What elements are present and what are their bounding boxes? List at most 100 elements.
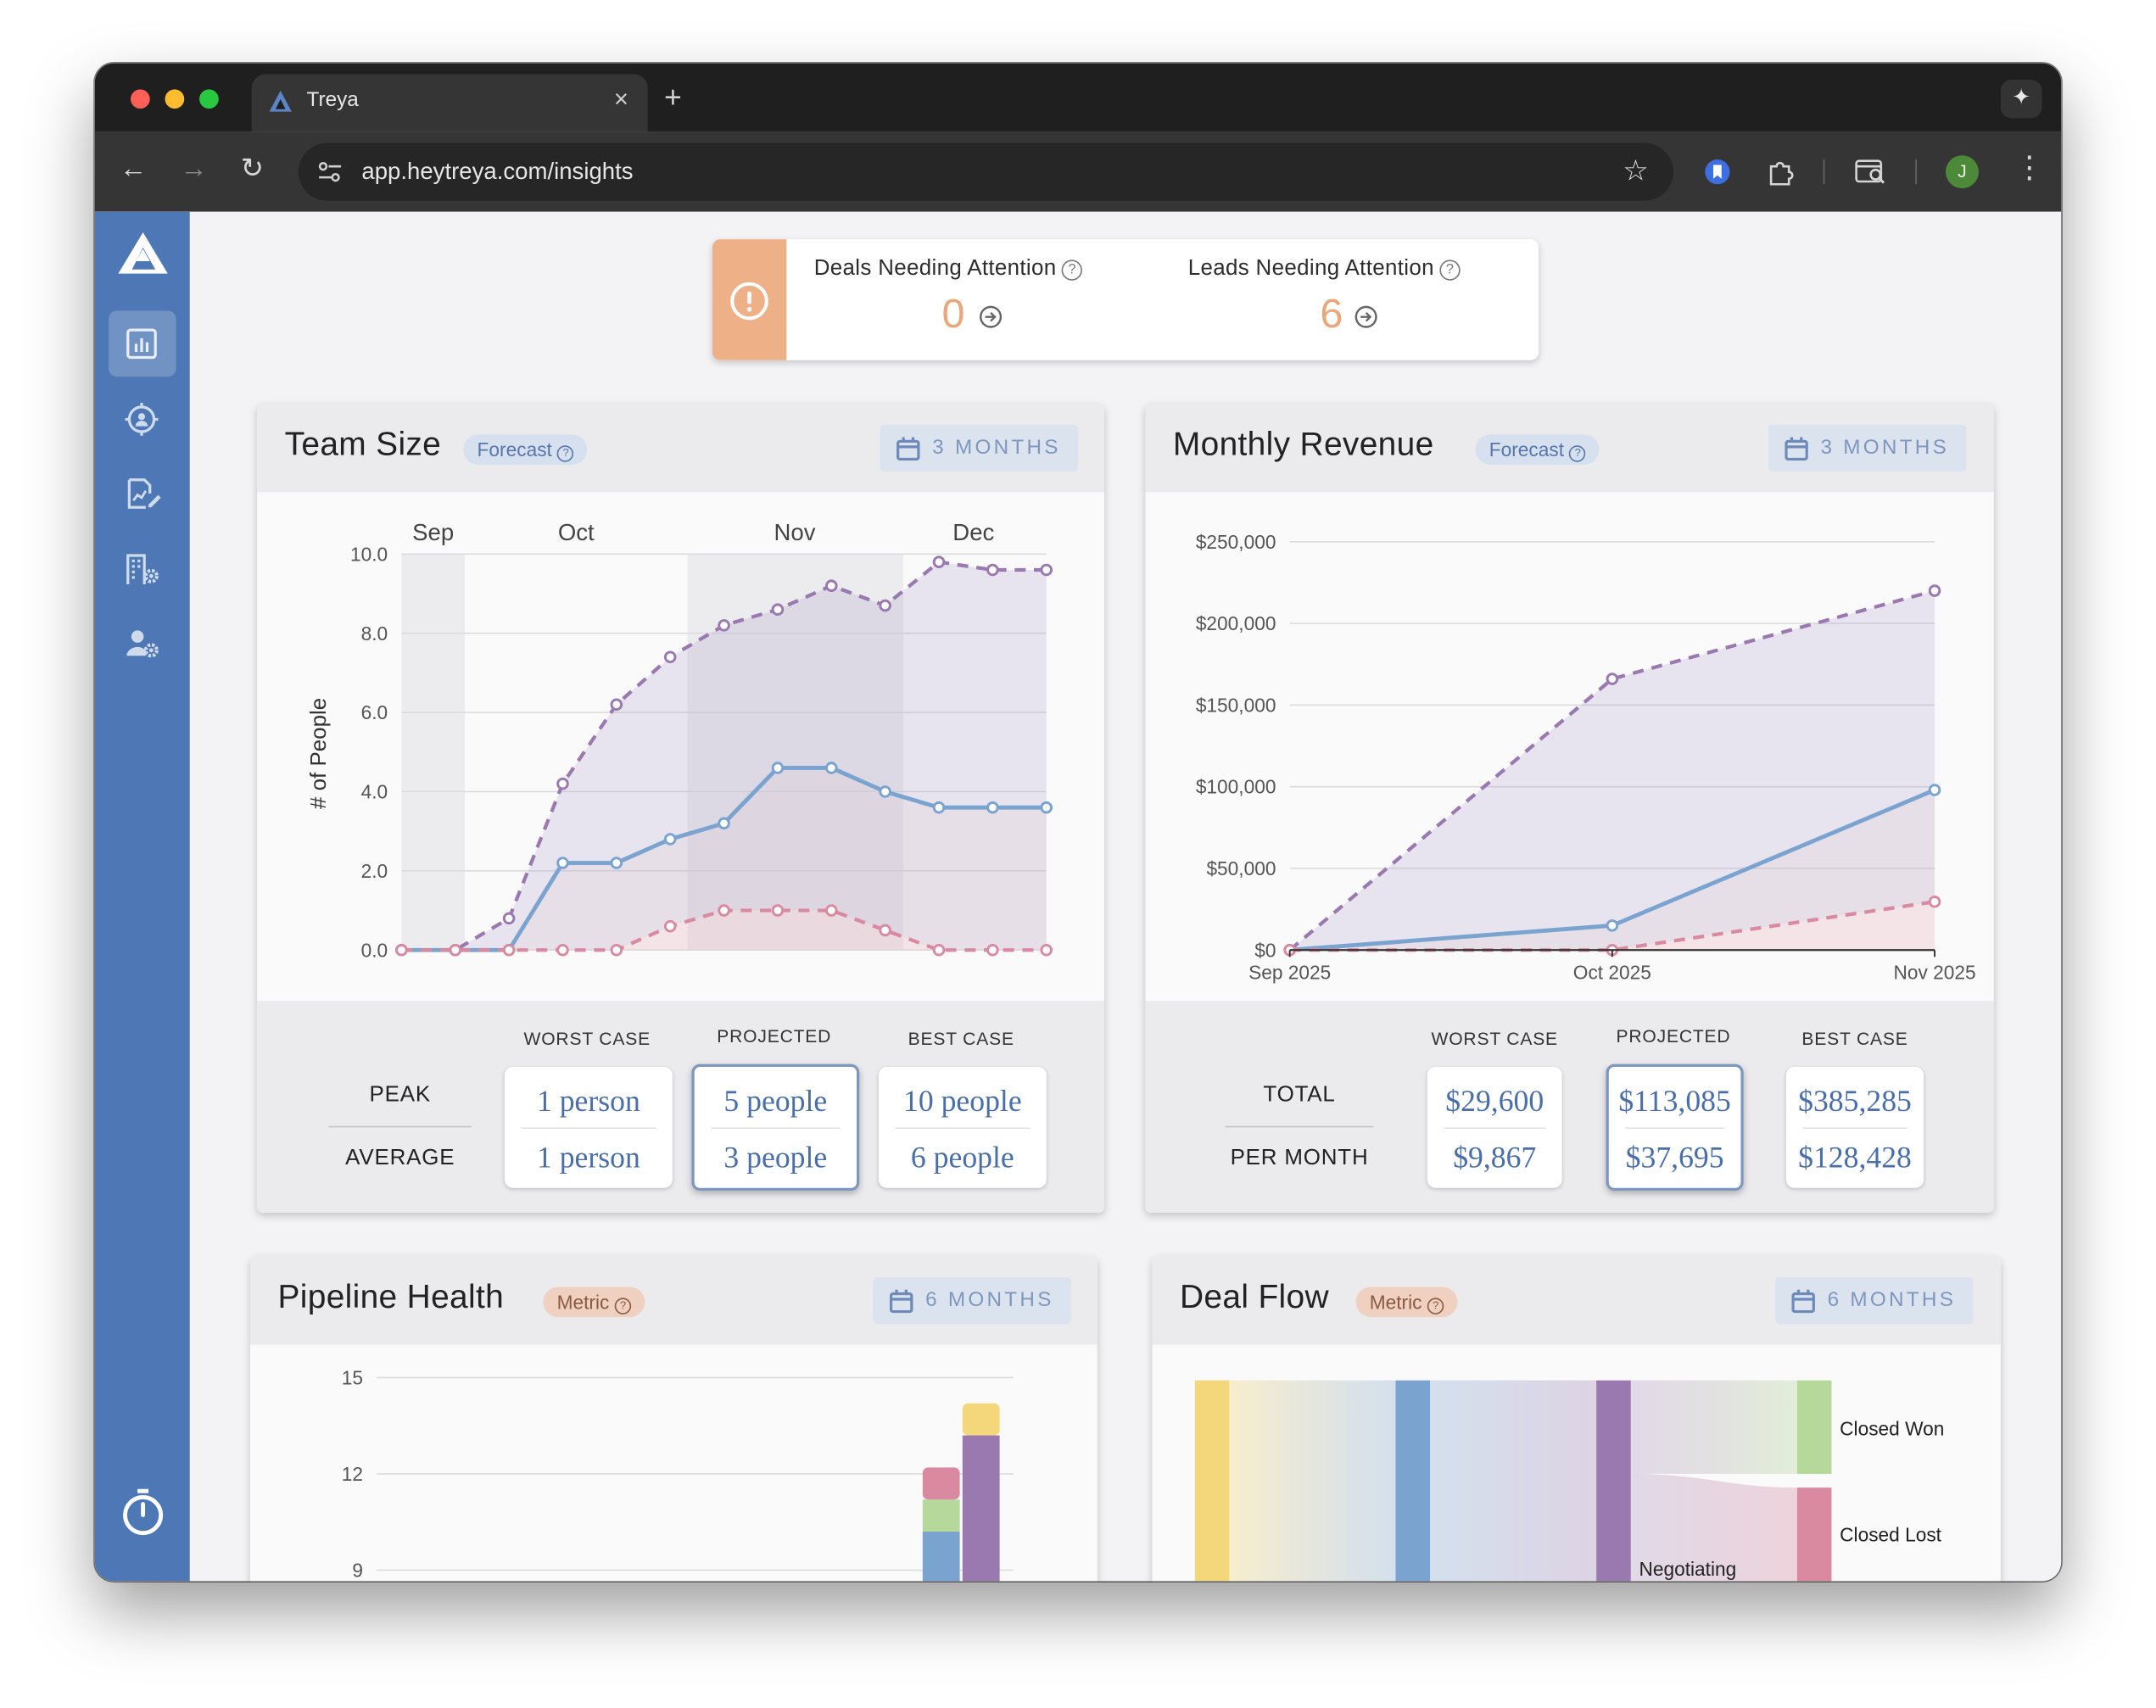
- sidebar-item-team[interactable]: [109, 611, 176, 677]
- best-point: [556, 777, 569, 790]
- tab-title: Treya: [306, 87, 359, 112]
- projected-point: [718, 817, 730, 830]
- projected-box[interactable]: $113,085 $37,695: [1606, 1063, 1744, 1191]
- tab-bar: Treya × + ✦: [94, 63, 2062, 132]
- toolbar-divider: [1915, 159, 1917, 185]
- worst-point: [1928, 895, 1941, 908]
- tab-search-icon[interactable]: [1855, 158, 1888, 185]
- forecast-badge[interactable]: Forecast?: [1475, 434, 1600, 465]
- maximize-window-button[interactable]: [199, 89, 219, 109]
- site-settings-icon[interactable]: [317, 161, 342, 183]
- forward-icon[interactable]: →: [180, 153, 208, 185]
- deal-flow-sankey: Closed Won Closed Lost Negotiating: [1194, 1380, 1944, 1582]
- help-icon: ?: [1569, 445, 1587, 462]
- best-average-value: 6 people: [910, 1139, 1014, 1175]
- best-case-box[interactable]: $385,285 $128,428: [1785, 1067, 1924, 1188]
- worst-point: [879, 924, 891, 937]
- help-icon[interactable]: ?: [1439, 260, 1461, 281]
- treya-logo[interactable]: [117, 231, 170, 275]
- worst-case-band: [1289, 901, 1935, 951]
- team-size-card: Team Size Forecast? 3 MONTHS 0.0 2.0 4.0 6.…: [257, 404, 1104, 1213]
- projected-box[interactable]: 5 people 3 people: [691, 1063, 860, 1191]
- time-range-button[interactable]: 3 MONTHS: [1768, 424, 1967, 472]
- y-tick-label: $150,000: [1196, 694, 1276, 716]
- sankey-node: [1395, 1380, 1431, 1582]
- attention-banner: Deals Needing Attention? 0 Leads Needing…: [712, 239, 1539, 360]
- best-line: [1288, 589, 1935, 952]
- flow-link: [1630, 1473, 1799, 1582]
- month-label: Sep: [412, 519, 454, 545]
- projected-header: PROJECTED: [717, 1025, 832, 1047]
- projected-point: [986, 801, 999, 814]
- card-header: Monthly Revenue Forecast? 3 MONTHS: [1145, 404, 1994, 493]
- deals-attention-count[interactable]: 0: [941, 291, 965, 338]
- best-peak-value: 10 people: [903, 1083, 1022, 1119]
- browser-tab[interactable]: Treya ×: [251, 74, 648, 132]
- extensions-puzzle-icon[interactable]: [1766, 157, 1796, 187]
- bar-segment: [922, 1499, 960, 1532]
- projected-band: [401, 767, 1047, 951]
- time-range-label: 3 MONTHS: [932, 435, 1061, 460]
- new-tab-button[interactable]: +: [664, 80, 682, 114]
- sidebar-item-leads[interactable]: [109, 387, 176, 453]
- best-case-header: BEST CASE: [908, 1028, 1014, 1049]
- best-case-box[interactable]: 10 people 6 people: [878, 1067, 1047, 1188]
- metric-badge[interactable]: Metric?: [543, 1287, 645, 1318]
- y-tick-label: 4.0: [361, 781, 388, 803]
- best-total-value: $385,285: [1798, 1083, 1912, 1119]
- metric-badge[interactable]: Metric?: [1355, 1287, 1458, 1318]
- bookmark-star-icon[interactable]: ☆: [1623, 155, 1649, 187]
- y-axis-label: # of People: [307, 698, 331, 809]
- sparkle-icon[interactable]: ✦: [2000, 80, 2042, 119]
- forecast-badge[interactable]: Forecast?: [463, 434, 589, 465]
- close-window-button[interactable]: [131, 89, 150, 109]
- time-range-button[interactable]: 6 MONTHS: [1774, 1277, 1974, 1325]
- sidebar-item-reports[interactable]: [109, 460, 176, 527]
- omnibox[interactable]: app.heytreya.com/insights ☆: [298, 142, 1674, 201]
- sidebar-item-company[interactable]: [109, 536, 176, 602]
- card-title: Deal Flow: [1179, 1278, 1329, 1316]
- worst-case-box[interactable]: 1 person 1 person: [504, 1067, 673, 1188]
- projected-point: [610, 857, 623, 869]
- arrow-circle-right-icon[interactable]: [1354, 305, 1378, 329]
- time-range-label: 3 MONTHS: [1820, 435, 1950, 460]
- worst-total-value: $29,600: [1445, 1083, 1544, 1119]
- minimize-window-button[interactable]: [165, 89, 185, 109]
- best-point: [1928, 584, 1941, 597]
- total-row-label: TOTAL: [1263, 1083, 1336, 1108]
- y-tick-label: $200,000: [1196, 612, 1276, 634]
- sankey-node: [1194, 1380, 1230, 1582]
- y-tick-label: 8.0: [361, 622, 388, 645]
- projected-point: [824, 762, 838, 774]
- arrow-circle-right-icon[interactable]: [979, 305, 1003, 329]
- browser-menu-icon[interactable]: ⋮: [2014, 149, 2045, 185]
- address-bar-row: ← → ↻ app.heytreya.com/insights ☆: [94, 131, 2062, 212]
- bookmark-extension-icon[interactable]: [1704, 158, 1731, 185]
- month-label: Dec: [952, 519, 994, 545]
- help-icon: ?: [1427, 1298, 1444, 1314]
- best-point: [986, 563, 999, 577]
- projected-point: [879, 785, 891, 798]
- monthly-revenue-plot: $0 $50,000 $100,000 $150,000 $200,000 $250,00…: [1145, 492, 1994, 1002]
- time-range-button[interactable]: 3 MONTHS: [880, 424, 1079, 472]
- card-title: Pipeline Health: [277, 1278, 505, 1316]
- stopwatch-icon[interactable]: [120, 1488, 166, 1537]
- best-point: [502, 912, 516, 925]
- help-icon[interactable]: ?: [1062, 260, 1083, 281]
- box-divider: [1444, 1127, 1546, 1130]
- back-icon[interactable]: ←: [120, 153, 148, 185]
- profile-avatar[interactable]: J: [1945, 155, 1979, 189]
- team-size-stats: WORST CASE PROJECTED BEST CASE PEAK AVER…: [257, 1001, 1104, 1213]
- worst-case-box[interactable]: $29,600 $9,867: [1427, 1067, 1562, 1188]
- sankey-node-closed-lost: [1796, 1488, 1832, 1582]
- calendar-icon: [889, 1289, 913, 1314]
- leads-attention-count[interactable]: 6: [1320, 291, 1343, 338]
- close-tab-icon[interactable]: ×: [613, 85, 628, 113]
- sidebar-item-insights[interactable]: [109, 310, 176, 377]
- worst-point: [395, 943, 408, 957]
- worst-average-value: 1 person: [536, 1139, 640, 1175]
- worst-case-band: [401, 767, 1047, 951]
- time-range-button[interactable]: 6 MONTHS: [873, 1277, 1071, 1325]
- y-tick-label: 9: [352, 1560, 363, 1582]
- reload-icon[interactable]: ↻: [240, 153, 264, 185]
